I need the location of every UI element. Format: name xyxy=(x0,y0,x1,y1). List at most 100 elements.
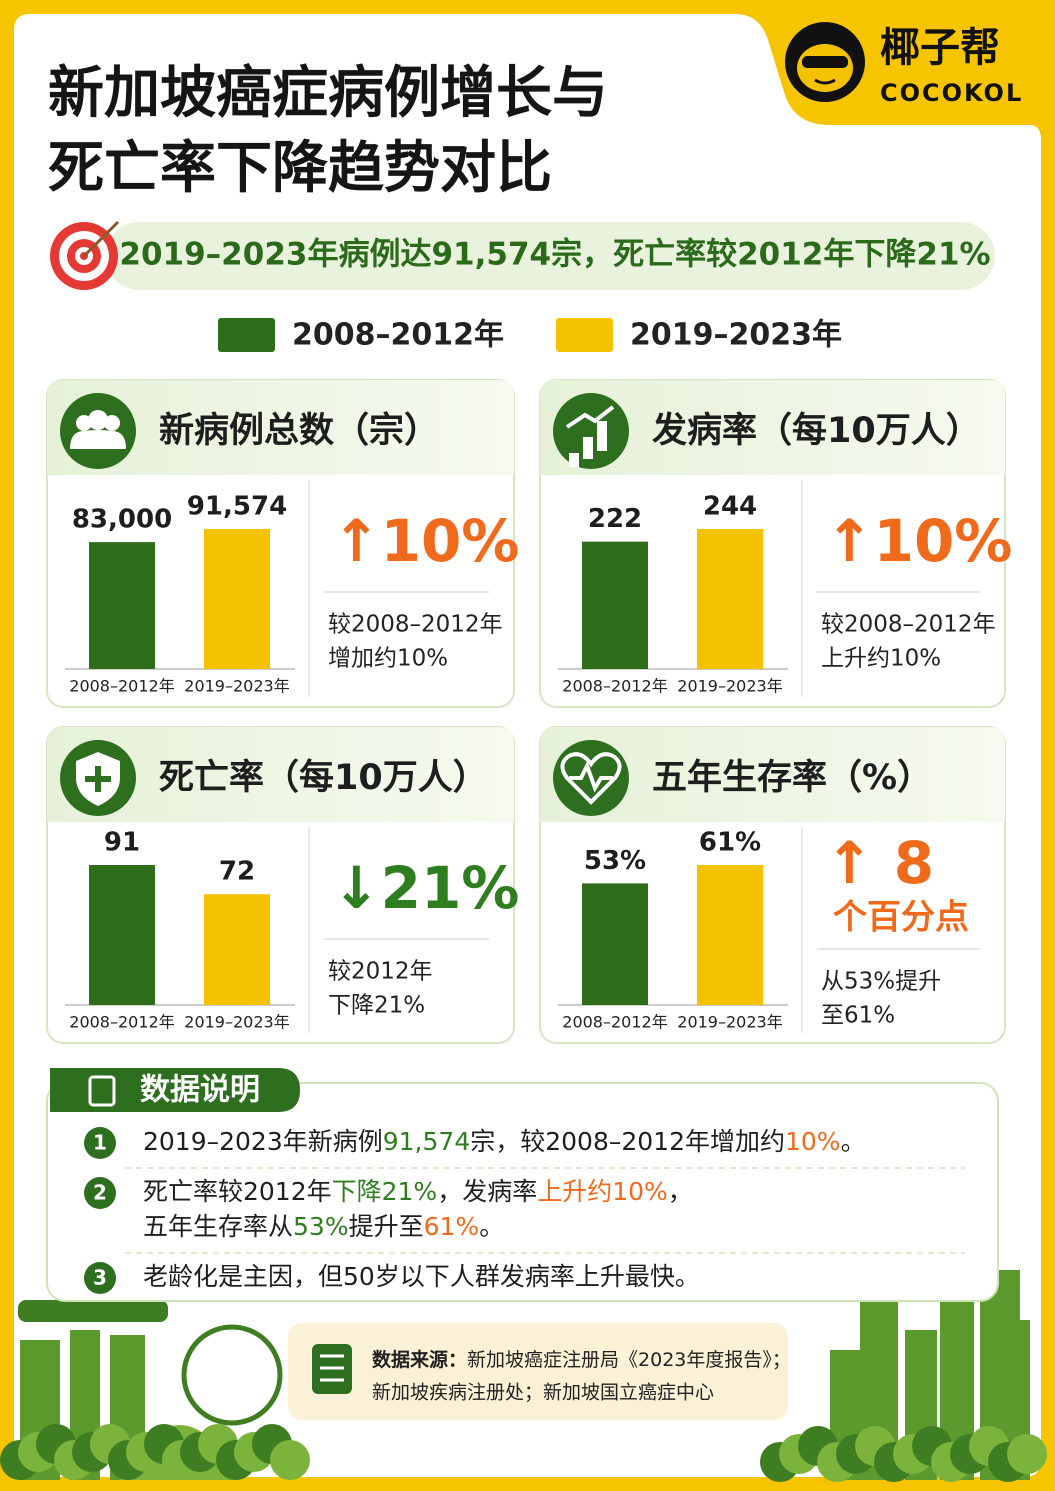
icon-part xyxy=(104,415,120,431)
card-header xyxy=(540,380,1005,475)
item-segment: ， xyxy=(668,1177,693,1206)
source-text: 数据来源：新加坡癌症注册局《2023年度报告》； xyxy=(372,1348,791,1371)
bar-value-label: 91,574 xyxy=(187,492,287,522)
icon-part xyxy=(76,415,92,431)
bar xyxy=(204,529,270,669)
card-icon xyxy=(60,393,136,469)
change-note: 增加约10% xyxy=(328,646,448,672)
brand-name: 椰子帮 xyxy=(880,25,1000,71)
category-label: 2008–2012年 xyxy=(69,1013,174,1032)
bar xyxy=(89,865,155,1005)
bar xyxy=(582,541,648,669)
bar-value-label: 244 xyxy=(703,492,757,522)
headline: 2019–2023年病例达91,574宗，死亡率较2012年下降21% xyxy=(119,237,990,273)
headline-banner xyxy=(105,222,995,290)
source-line: 新加坡疾病注册处；新加坡国立癌症中心 xyxy=(372,1382,714,1404)
item-number-badge xyxy=(84,1177,116,1209)
category-label: 2008–2012年 xyxy=(562,677,667,696)
legend-swatch xyxy=(556,318,613,352)
tree xyxy=(1007,1434,1047,1474)
source-line: 新加坡癌症注册局《2023年度报告》； xyxy=(467,1349,791,1371)
icon-part xyxy=(569,453,579,467)
change-note: 从53%提升 xyxy=(821,969,941,995)
notes-icon xyxy=(88,1075,116,1107)
item-segment: 宗，较2008–2012年增加约 xyxy=(470,1127,785,1156)
change-note: 较2012年 xyxy=(328,959,433,985)
title-line: 死亡率下降趋势对比 xyxy=(48,136,552,201)
legend-label: 2019–2023年 xyxy=(630,318,842,353)
change-note: 下降21% xyxy=(328,993,425,1019)
item-segment: 提升至 xyxy=(349,1212,424,1241)
card-title: 死亡率（每10万人） xyxy=(159,758,488,798)
change-note: 较2008–2012年 xyxy=(328,612,503,638)
notes-box xyxy=(46,1082,999,1302)
item-number-badge xyxy=(84,1127,116,1159)
change-note: 上升约10% xyxy=(821,646,941,672)
change-value: ↑10% xyxy=(825,507,1012,575)
category-label: 2008–2012年 xyxy=(562,1013,667,1032)
bar xyxy=(204,894,270,1005)
item-number-badge xyxy=(84,1262,116,1294)
item-highlight: 91,574 xyxy=(383,1127,470,1156)
bar-value-label: 83,000 xyxy=(72,505,172,535)
bar-value-label: 53% xyxy=(584,846,646,876)
item-segment: 。 xyxy=(479,1212,504,1241)
tree xyxy=(270,1440,310,1480)
item-number: 3 xyxy=(93,1266,107,1290)
bar xyxy=(697,529,763,669)
item-highlight: 61% xyxy=(424,1212,480,1241)
item-highlight: 53% xyxy=(293,1212,349,1241)
icon-part xyxy=(70,430,126,449)
card-title: 五年生存率（%） xyxy=(652,758,932,798)
category-label: 2019–2023年 xyxy=(677,1013,782,1032)
item-segment: 2019–2023年新病例 xyxy=(143,1127,383,1156)
item-text: 老龄化是主因，但50岁以下人群发病率上升最快。 xyxy=(143,1262,700,1291)
icon-part xyxy=(85,766,111,792)
card-header xyxy=(540,727,1005,822)
category-label: 2019–2023年 xyxy=(184,677,289,696)
change-unit: 个百分点 xyxy=(833,898,969,938)
card-icon xyxy=(553,393,629,469)
legend-label: 2008–2012年 xyxy=(292,318,504,353)
bar xyxy=(582,883,648,1005)
change-note: 较2008–2012年 xyxy=(821,612,996,638)
item-segment: ，发病率 xyxy=(437,1177,537,1206)
icon-part xyxy=(569,760,613,793)
card-header xyxy=(47,380,514,475)
notes-title: 数据说明 xyxy=(140,1073,260,1108)
bar xyxy=(697,865,763,1005)
card-title: 发病率（每10万人） xyxy=(652,411,981,451)
item-highlight: 10% xyxy=(785,1127,841,1156)
icon-part xyxy=(565,405,615,429)
card-icon xyxy=(553,740,629,816)
item-highlight: 上升约10% xyxy=(537,1177,668,1206)
icon-part xyxy=(583,437,593,459)
change-value: ↓21% xyxy=(332,854,519,922)
skyline-decoration xyxy=(0,1270,1047,1482)
bar-value-label: 61% xyxy=(699,828,761,858)
category-label: 2019–2023年 xyxy=(184,1013,289,1032)
card-header xyxy=(47,727,514,822)
source-label: 数据来源： xyxy=(372,1348,467,1371)
wheel xyxy=(181,1324,283,1426)
change-value: ↑10% xyxy=(332,507,519,575)
category-label: 2019–2023年 xyxy=(677,677,782,696)
bar-value-label: 91 xyxy=(104,828,140,858)
item-segment: 。 xyxy=(841,1127,866,1156)
bar-value-label: 72 xyxy=(219,857,255,887)
icon-part xyxy=(560,752,622,805)
category-label: 2008–2012年 xyxy=(69,677,174,696)
icon-part xyxy=(597,421,607,451)
icon-part xyxy=(88,410,108,430)
change-note: 至61% xyxy=(821,1003,895,1029)
title-line: 新加坡癌症病例增长与 xyxy=(48,61,608,126)
target-icon xyxy=(50,220,120,290)
source-box xyxy=(288,1323,788,1420)
item-segment: 老龄化是主因，但50岁以下人群发病率上升最快。 xyxy=(143,1262,700,1291)
item-text: 死亡率较2012年下降21%，发病率上升约10%， xyxy=(143,1177,693,1206)
legend-swatch xyxy=(218,318,275,352)
brand-name-en: COCOKOL xyxy=(880,79,1023,107)
item-number: 1 xyxy=(93,1131,107,1155)
